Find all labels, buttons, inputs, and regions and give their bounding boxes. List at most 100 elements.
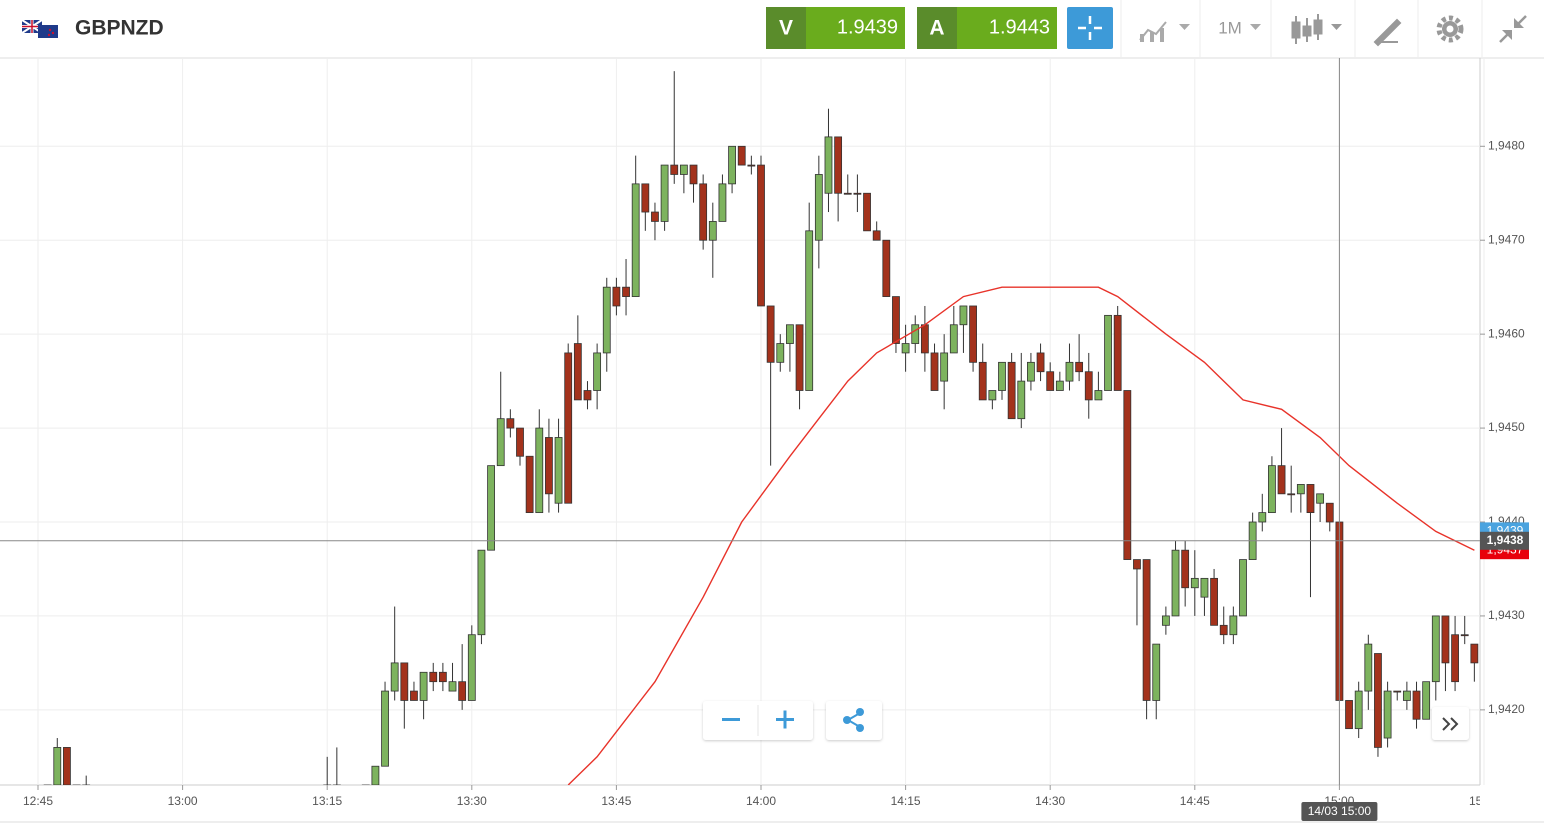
- candle: [1133, 559, 1141, 626]
- sell-label: V: [779, 17, 793, 40]
- candle-body: [496, 418, 505, 467]
- candle: [863, 192, 871, 232]
- candle-body: [1161, 615, 1170, 626]
- chart-type-button[interactable]: [1139, 21, 1190, 42]
- x-tick-label: 13:15: [312, 794, 342, 808]
- candle-body: [419, 671, 428, 701]
- candle: [930, 343, 939, 391]
- candle: [651, 202, 659, 241]
- candle-body: [458, 681, 467, 701]
- candle: [419, 671, 428, 720]
- candle: [1113, 305, 1122, 391]
- toolbar: GBPNZD V 1.9439 A 1.9443 1M: [0, 0, 1544, 59]
- candle: [554, 418, 563, 513]
- candle: [1046, 362, 1055, 391]
- candle: [1258, 493, 1267, 532]
- candle: [670, 71, 679, 184]
- candle-body: [612, 286, 621, 307]
- candle: [612, 277, 621, 316]
- candle: [63, 747, 71, 785]
- candle: [660, 164, 669, 231]
- x-tick-label: 14:45: [1180, 794, 1210, 808]
- zoom-out-button[interactable]: [722, 718, 740, 721]
- candle: [892, 296, 900, 353]
- candle: [1412, 681, 1421, 729]
- candle: [438, 662, 447, 692]
- candle: [487, 465, 495, 551]
- zoom-in-button[interactable]: [776, 710, 794, 729]
- scroll-right-button[interactable]: [1432, 707, 1469, 740]
- candle-body: [949, 324, 958, 354]
- x-tick-label: 15:15: [1469, 794, 1499, 808]
- candle: [872, 221, 881, 241]
- candle: [718, 174, 727, 222]
- sell-button[interactable]: V 1.9439: [766, 7, 905, 49]
- candle-body: [786, 324, 794, 344]
- candle-body: [516, 427, 524, 457]
- candle-body: [1441, 615, 1450, 664]
- candle-body: [1325, 502, 1334, 523]
- candle-body: [863, 192, 871, 232]
- candle: [496, 371, 505, 467]
- candle: [882, 239, 891, 297]
- draw-tool-button[interactable]: [1373, 18, 1402, 47]
- candle-body: [1210, 577, 1218, 626]
- candle-body: [1296, 484, 1305, 495]
- candle: [699, 174, 708, 250]
- candle: [1007, 352, 1016, 420]
- crosshair-button[interactable]: [1067, 7, 1113, 49]
- x-tick-label: 14:15: [891, 794, 921, 808]
- timeframe-button[interactable]: 1M: [1218, 18, 1261, 37]
- candle: [1161, 606, 1170, 635]
- timeframe: 1M: [1218, 18, 1242, 37]
- x-tick-label: 13:00: [168, 794, 198, 808]
- candle-body: [978, 361, 987, 401]
- candle: [1383, 681, 1392, 748]
- candle: [901, 324, 910, 372]
- candles-button[interactable]: [1291, 14, 1342, 44]
- candle: [1393, 690, 1402, 701]
- collapse-button[interactable]: [1499, 15, 1527, 43]
- x-tick-label: 14:30: [1035, 794, 1065, 808]
- candle-body: [525, 455, 534, 514]
- candle: [1171, 540, 1180, 617]
- candle-body: [824, 136, 833, 194]
- candle-body: [1402, 690, 1411, 701]
- candle: [959, 305, 968, 353]
- candle: [1422, 681, 1431, 720]
- candle-body: [381, 690, 389, 767]
- candle-body: [1287, 493, 1296, 496]
- candle-body: [1104, 314, 1112, 391]
- candle: [949, 305, 958, 354]
- x-tick-label: 14:00: [746, 794, 776, 808]
- candle-body: [400, 662, 409, 701]
- candle: [805, 202, 814, 391]
- sell-price: 1.9439: [837, 16, 898, 38]
- candle: [448, 662, 457, 692]
- candle: [1142, 559, 1151, 720]
- candle-body: [1094, 390, 1103, 401]
- candle-body: [1046, 371, 1055, 391]
- candle-body: [554, 437, 563, 504]
- candle-body: [901, 343, 910, 354]
- candle-body: [747, 164, 756, 167]
- candle-body: [757, 164, 765, 307]
- candle: [53, 738, 62, 785]
- settings-button[interactable]: [1436, 15, 1464, 43]
- share-button[interactable]: [826, 701, 882, 740]
- buy-button[interactable]: A 1.9443: [917, 7, 1057, 49]
- candle-body: [892, 296, 900, 344]
- zoom-controls: [703, 701, 1469, 740]
- candle-body: [843, 192, 852, 195]
- candle-body: [1200, 577, 1209, 598]
- candle: [1287, 465, 1296, 513]
- candle: [766, 305, 775, 466]
- candle-body: [1393, 690, 1402, 693]
- candle-body: [1007, 361, 1016, 420]
- candle-body: [1412, 690, 1421, 720]
- candle: [390, 606, 399, 701]
- y-tick-label: 1,9460: [1488, 326, 1525, 340]
- candle-body: [1219, 624, 1228, 636]
- candle: [332, 747, 341, 785]
